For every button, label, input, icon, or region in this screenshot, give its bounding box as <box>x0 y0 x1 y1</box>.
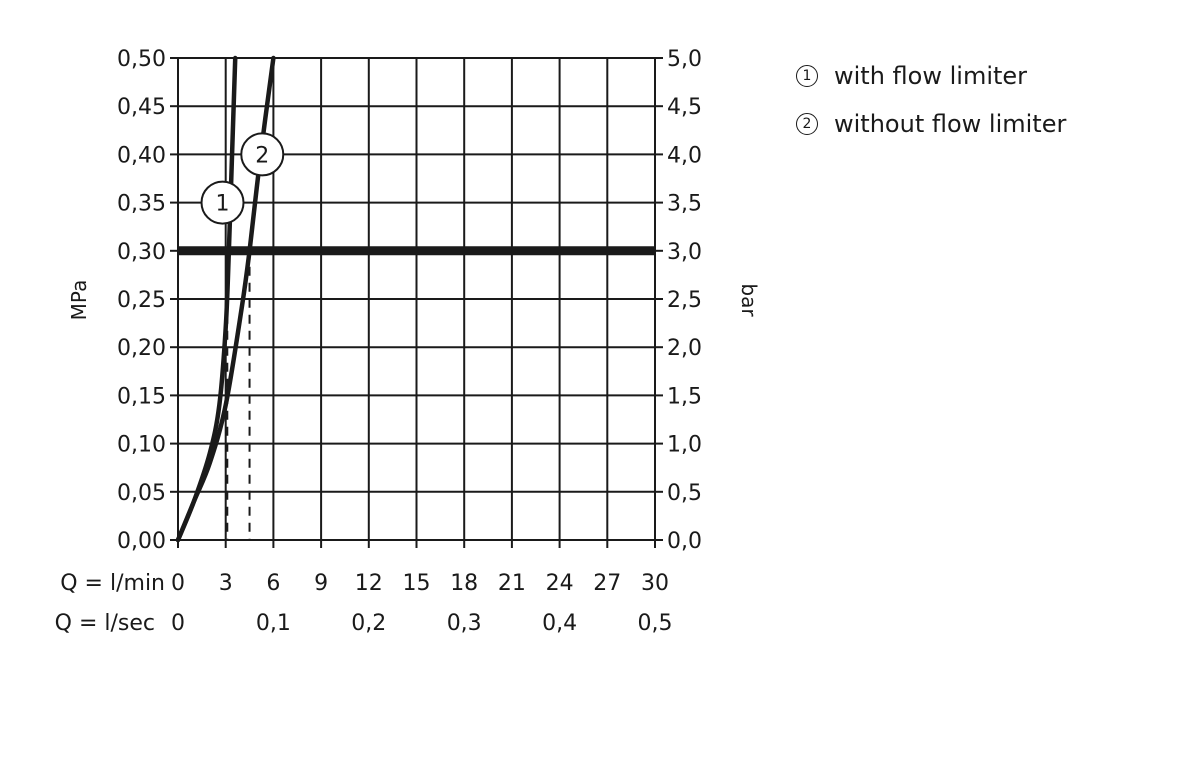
curve-marker-1 <box>200 180 245 225</box>
x-tick-label-lsec: 0,5 <box>638 611 673 636</box>
y-tick-label-right: 3,0 <box>667 240 702 265</box>
x-tick-label-lmin: 30 <box>641 571 669 596</box>
y-tick-label-left: 0,25 <box>117 288 166 313</box>
tick-layer: 0 3 6 9 12 15 18 21 24 27 300,00 0,00,05 0,50,10 1,00… <box>117 47 702 636</box>
y-tick-label-right: 0,0 <box>667 529 702 554</box>
y-tick-label-right: 1,0 <box>667 433 702 458</box>
y-tick-label-left: 0,20 <box>117 336 166 361</box>
x-tick-label-lmin: 21 <box>498 571 526 596</box>
x-tick-label-lmin: 18 <box>450 571 478 596</box>
x-axis-lmin-label: Q = l/min <box>60 571 165 596</box>
y-tick-label-right: 4,0 <box>667 143 702 168</box>
x-axis-lsec-label: Q = l/sec <box>55 611 155 636</box>
y-tick-label-right: 1,5 <box>667 384 702 409</box>
x-tick-label-lmin: 27 <box>593 571 621 596</box>
y-tick-label-left: 0,10 <box>117 433 166 458</box>
y-tick-label-left: 0,50 <box>117 47 166 72</box>
legend-item: 2 without flow limiter <box>796 100 1066 148</box>
curve-marker-label-1: 1 <box>216 192 230 217</box>
x-tick-label-lmin: 3 <box>219 571 233 596</box>
legend-marker: 2 <box>796 113 818 135</box>
x-tick-label-lmin: 6 <box>266 571 280 596</box>
y-tick-label-left: 0,15 <box>117 384 166 409</box>
y-tick-label-left: 0,40 <box>117 143 166 168</box>
flow-chart: 12 0 3 6 9 12 15 18 21 24 27 300,00 0,00,05 0,50,10 1… <box>55 47 760 636</box>
y-axis-right-label: bar <box>737 283 760 317</box>
curve-marker-label-2: 2 <box>255 143 269 168</box>
y-tick-label-right: 2,5 <box>667 288 702 313</box>
legend: 1 with flow limiter 2 without flow limit… <box>796 52 1066 148</box>
legend-marker: 1 <box>796 65 818 87</box>
y-tick-label-left: 0,00 <box>117 529 166 554</box>
y-tick-label-right: 5,0 <box>667 47 702 72</box>
y-tick-label-right: 4,5 <box>667 95 702 120</box>
y-tick-label-left: 0,05 <box>117 481 166 506</box>
x-tick-label-lsec: 0,3 <box>447 611 482 636</box>
y-tick-label-left: 0,30 <box>117 240 166 265</box>
marker-layer: 12 <box>200 132 285 225</box>
x-tick-label-lsec: 0 <box>171 611 185 636</box>
legend-item: 1 with flow limiter <box>796 52 1066 100</box>
x-tick-label-lsec: 0,2 <box>351 611 386 636</box>
x-tick-label-lmin: 15 <box>403 571 431 596</box>
y-tick-label-left: 0,35 <box>117 192 166 217</box>
y-tick-label-right: 2,0 <box>667 336 702 361</box>
x-tick-label-lsec: 0,1 <box>256 611 291 636</box>
x-tick-label-lsec: 0,4 <box>542 611 577 636</box>
y-tick-label-right: 3,5 <box>667 192 702 217</box>
x-tick-label-lmin: 0 <box>171 571 185 596</box>
x-tick-label-lmin: 24 <box>546 571 574 596</box>
x-tick-label-lmin: 12 <box>355 571 383 596</box>
legend-label: without flow limiter <box>834 110 1067 138</box>
y-axis-left-label: MPa <box>67 280 91 321</box>
y-tick-label-left: 0,45 <box>117 95 166 120</box>
x-tick-label-lmin: 9 <box>314 571 328 596</box>
y-tick-label-right: 0,5 <box>667 481 702 506</box>
curve-marker-2 <box>240 132 285 177</box>
legend-label: with flow limiter <box>834 62 1028 90</box>
